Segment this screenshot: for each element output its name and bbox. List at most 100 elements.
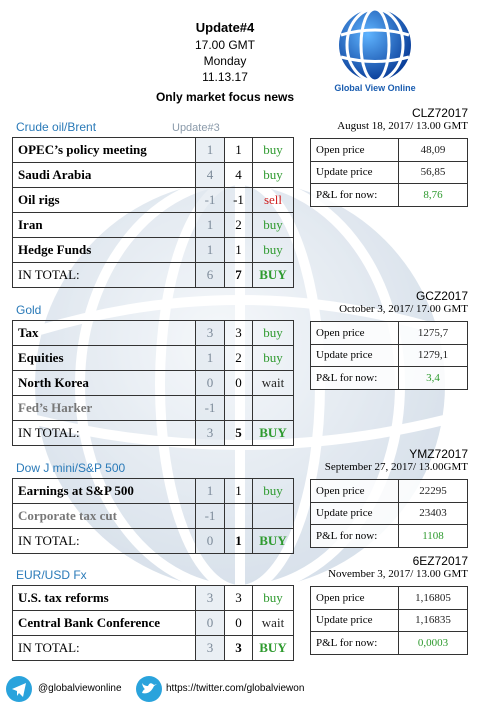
table-cell: 1: [224, 478, 253, 504]
pnl-value: 3,4: [398, 366, 468, 390]
logo-text: Global View Online: [334, 83, 416, 93]
time: 17.00 GMT: [194, 38, 256, 52]
pnl-label: Update price: [310, 160, 399, 184]
date: 11.13.17: [202, 70, 248, 84]
table-cell: Fed’s Harker: [12, 395, 196, 421]
table-cell: buy: [252, 585, 294, 611]
day: Monday: [203, 54, 247, 68]
telegram: @globalviewonline: [38, 683, 122, 694]
pnl-value: 0,0003: [398, 631, 468, 655]
pnl-value: 22295: [398, 479, 468, 503]
pnl-value: 1279,1: [398, 343, 468, 367]
table-cell: [224, 395, 253, 421]
table-cell: [252, 395, 294, 421]
table-cell: 3: [195, 635, 225, 661]
table-cell: 0: [195, 370, 225, 396]
pnl-value: 23403: [398, 501, 468, 525]
table-cell: Tax: [12, 320, 196, 346]
table-cell: Corporate tax cut: [12, 503, 196, 529]
section-name: Gold: [16, 303, 42, 317]
table-cell: BUY: [252, 262, 294, 288]
section-name: EUR/USD Fx: [16, 568, 87, 582]
table-cell: Oil rigs: [12, 187, 196, 213]
subtitle: Only market focus news: [155, 90, 295, 104]
table-cell: buy: [252, 137, 294, 163]
pnl-label: P&L for now:: [310, 366, 399, 390]
pnl-label: Open price: [310, 138, 399, 162]
pnl-value: 1275,7: [398, 321, 468, 345]
table-cell: 3: [195, 585, 225, 611]
pnl-label: P&L for now:: [310, 524, 399, 548]
table-cell: 3: [195, 420, 225, 446]
table-cell: [252, 503, 294, 529]
pnl-label: Update price: [310, 501, 399, 525]
table-cell: IN TOTAL:: [12, 635, 196, 661]
table-cell: buy: [252, 320, 294, 346]
ticker: 6EZ72017: [412, 554, 468, 568]
title: Update#4: [195, 20, 255, 35]
table-cell: BUY: [252, 420, 294, 446]
table-cell: IN TOTAL:: [12, 262, 196, 288]
table-cell: buy: [252, 237, 294, 263]
table-cell: 3: [224, 585, 253, 611]
pnl-value: 8,76: [398, 183, 468, 207]
table-cell: 6: [195, 262, 225, 288]
table-cell: wait: [252, 370, 294, 396]
table-cell: Equities: [12, 345, 196, 371]
table-cell: BUY: [252, 528, 294, 554]
table-cell: 1: [195, 478, 225, 504]
table-cell: buy: [252, 345, 294, 371]
table-cell: 0: [195, 610, 225, 636]
table-cell: buy: [252, 478, 294, 504]
table-cell: sell: [252, 187, 294, 213]
table-cell: 1: [224, 528, 253, 554]
table-cell: 1: [195, 137, 225, 163]
ticker-date: September 27, 2017/ 13.00GMT: [324, 461, 468, 473]
ticker-date: November 3, 2017/ 13.00 GMT: [328, 568, 468, 580]
table-cell: IN TOTAL:: [12, 528, 196, 554]
table-cell: buy: [252, 212, 294, 238]
pnl-value: 48,09: [398, 138, 468, 162]
table-cell: wait: [252, 610, 294, 636]
table-cell: 3: [224, 320, 253, 346]
pnl-label: Open price: [310, 479, 399, 503]
ticker: YMZ72017: [409, 447, 468, 461]
table-cell: 3: [224, 635, 253, 661]
table-cell: [224, 503, 253, 529]
table-cell: -1: [195, 187, 225, 213]
pnl-label: Open price: [310, 586, 399, 610]
section-name: Dow J mini/S&P 500: [16, 461, 126, 475]
pnl-label: Update price: [310, 608, 399, 632]
table-cell: 0: [224, 370, 253, 396]
table-cell: 1: [195, 345, 225, 371]
pnl-label: P&L for now:: [310, 183, 399, 207]
table-cell: 1: [224, 137, 253, 163]
ticker: CLZ72017: [411, 106, 468, 120]
table-cell: 1: [195, 212, 225, 238]
pnl-value: 1,16805: [398, 586, 468, 610]
table-cell: 4: [195, 162, 225, 188]
pnl-label: Open price: [310, 321, 399, 345]
section-name: Crude oil/Brent: [16, 120, 97, 134]
pnl-value: 1,16835: [398, 608, 468, 632]
table-cell: Iran: [12, 212, 196, 238]
table-cell: 7: [224, 262, 253, 288]
table-cell: Hedge Funds: [12, 237, 196, 263]
table-cell: -1: [195, 503, 225, 529]
table-cell: Central Bank Conference: [12, 610, 196, 636]
ticker-date: October 3, 2017/ 17.00 GMT: [339, 303, 468, 315]
table-cell: 0: [195, 528, 225, 554]
table-cell: BUY: [252, 635, 294, 661]
table-cell: 2: [224, 212, 253, 238]
table-cell: 2: [224, 345, 253, 371]
table-cell: 1: [195, 237, 225, 263]
table-cell: 5: [224, 420, 253, 446]
pnl-label: P&L for now:: [310, 631, 399, 655]
table-cell: 4: [224, 162, 253, 188]
table-cell: buy: [252, 162, 294, 188]
previous-update: Update#3: [172, 122, 220, 134]
table-cell: IN TOTAL:: [12, 420, 196, 446]
table-cell: Saudi Arabia: [12, 162, 196, 188]
pnl-value: 56,85: [398, 160, 468, 184]
